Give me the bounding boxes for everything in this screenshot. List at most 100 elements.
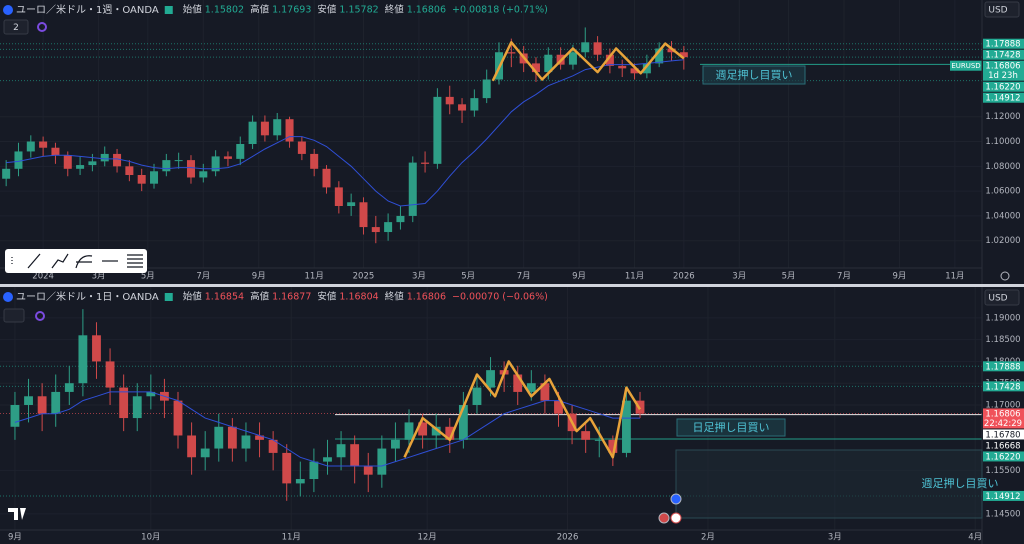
- candle-body: [236, 144, 245, 159]
- annotation-text: 週足押し目買い: [716, 68, 793, 82]
- price-label: 1.17428: [985, 51, 1020, 61]
- annotation-text: 日足押し目買い: [693, 420, 770, 434]
- header-text: 高値: [250, 4, 270, 16]
- currency-button[interactable]: [984, 1, 1020, 18]
- tool-fib[interactable]: [75, 255, 93, 269]
- candle-body: [150, 171, 159, 184]
- x-tick-label: 5月: [141, 272, 155, 282]
- candle-body: [199, 171, 208, 178]
- candle-body: [458, 104, 467, 111]
- candle-body: [92, 335, 101, 362]
- symbol-tag-bg: [950, 60, 982, 71]
- tool-lines[interactable]: [127, 254, 143, 268]
- candle-body: [26, 141, 35, 152]
- annotation-box[interactable]: [676, 418, 786, 437]
- price-label-bg: [983, 60, 1024, 81]
- candle-body: [581, 42, 590, 53]
- header-text: 1.15782: [339, 5, 378, 16]
- price-countdown: 1d 23h: [988, 71, 1018, 81]
- moving-average: [14, 391, 640, 467]
- price-label: 1.14912: [985, 492, 1020, 502]
- logo: [8, 508, 26, 520]
- currency-button[interactable]: [984, 289, 1020, 306]
- candle-body: [260, 121, 269, 136]
- candle-body: [605, 54, 614, 66]
- price-label-bg: [983, 92, 1024, 103]
- candle-body: [309, 461, 319, 480]
- candle-body: [568, 52, 577, 65]
- candle-body: [125, 166, 134, 175]
- candle-body: [63, 155, 72, 169]
- candle-body: [350, 444, 360, 466]
- price-label: 1.17888: [985, 362, 1020, 372]
- candle-body: [384, 222, 393, 233]
- x-tick-label: 10月: [141, 533, 160, 543]
- candle-body: [421, 162, 430, 164]
- candle-body: [282, 452, 292, 484]
- candle-body: [211, 156, 220, 172]
- badge: 2: [13, 23, 19, 33]
- candle-body: [119, 387, 129, 419]
- header-text: 安値: [317, 291, 337, 303]
- y-tick-label: 1.02000: [985, 236, 1020, 246]
- candle-body: [445, 96, 454, 105]
- annotation-box[interactable]: [702, 65, 806, 85]
- candle-body: [554, 400, 563, 414]
- collapse-button[interactable]: [3, 308, 25, 323]
- y-tick-label: 1.10000: [985, 137, 1020, 147]
- price-label-bg: [983, 408, 1024, 429]
- header-text: ユーロ／米ドル・1週・OANDA: [16, 3, 159, 16]
- candle-body: [323, 457, 332, 462]
- settings-icon[interactable]: [1000, 271, 1010, 281]
- candle-body: [174, 160, 183, 162]
- candle-body: [363, 465, 373, 475]
- candle-body: [526, 383, 536, 392]
- x-tick-label: 3月: [412, 272, 426, 282]
- x-tick-label: 11月: [945, 272, 964, 282]
- candle-body: [162, 160, 171, 172]
- x-tick-label: 9月: [8, 533, 22, 543]
- header-text: 始値: [183, 4, 203, 16]
- price-label: 1.17428: [985, 382, 1020, 392]
- tool-path[interactable]: [51, 253, 69, 269]
- candle-body: [255, 435, 264, 440]
- candle-body: [431, 426, 441, 436]
- x-tick-label: 2026: [673, 272, 695, 282]
- price-label-bg: [983, 429, 1024, 440]
- price-countdown: 22:42:29: [984, 419, 1022, 429]
- x-tick-label: 11月: [625, 272, 644, 282]
- event-icon[interactable]: [658, 512, 670, 524]
- candle-body: [285, 119, 294, 142]
- candle-body: [64, 383, 74, 392]
- x-tick-label: 5月: [782, 272, 796, 282]
- candle-body: [544, 54, 553, 73]
- annotation-text: 週足押し目買い: [922, 476, 999, 490]
- candle-body: [531, 63, 540, 73]
- header-text: 安値: [317, 4, 337, 16]
- candle-body: [51, 391, 61, 414]
- x-tick-label: 2026: [557, 533, 579, 543]
- candle-body: [186, 160, 195, 178]
- x-tick-label: 11月: [282, 533, 301, 543]
- tool-trendline[interactable]: [27, 253, 41, 269]
- x-tick-label: 7月: [196, 272, 210, 282]
- candle-body: [51, 147, 60, 156]
- x-tick-label: 3月: [732, 272, 746, 282]
- event-icon[interactable]: [670, 493, 682, 505]
- y-tick-label: 1.18500: [985, 335, 1020, 345]
- header-text: ユーロ／米ドル・1日・OANDA: [16, 290, 159, 303]
- zone-box[interactable]: [675, 449, 983, 519]
- event-icon[interactable]: [670, 512, 682, 524]
- price-label: 1.16780: [985, 430, 1020, 440]
- collapse-button[interactable]: [3, 19, 29, 35]
- candle-body: [334, 187, 343, 206]
- y-tick-label: 1.06000: [985, 187, 1020, 197]
- candle-body: [132, 396, 142, 419]
- indicator-icon[interactable]: [35, 311, 45, 321]
- candle-body: [622, 400, 631, 453]
- indicator-icon[interactable]: [37, 22, 47, 32]
- candle-body: [667, 48, 676, 53]
- candle-body: [248, 121, 257, 144]
- candle-body: [642, 63, 651, 74]
